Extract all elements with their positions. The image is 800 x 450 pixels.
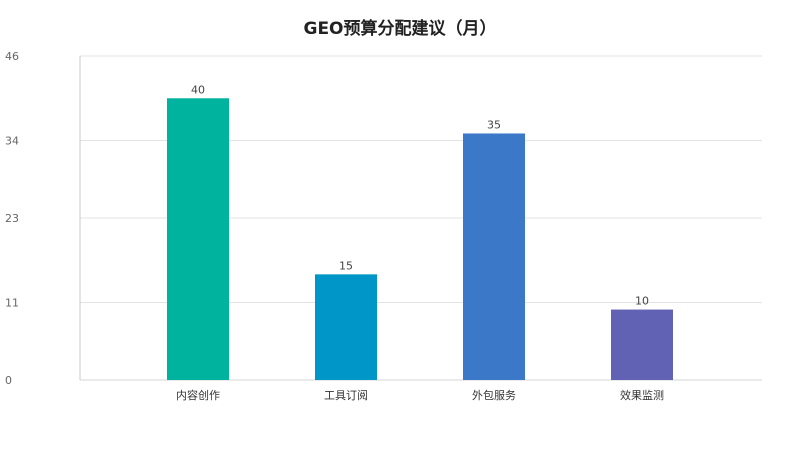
bar <box>315 274 377 380</box>
bar <box>167 98 229 381</box>
data-label: 35 <box>487 118 501 131</box>
x-tick-label: 效果监测 <box>620 388 664 402</box>
bar <box>463 133 525 380</box>
x-tick-label: 内容创作 <box>176 388 220 402</box>
bar <box>611 309 673 380</box>
y-tick-label: 11 <box>5 297 19 310</box>
data-label: 10 <box>635 295 649 308</box>
y-tick-label: 34 <box>5 135 19 148</box>
data-label: 15 <box>339 259 353 272</box>
x-tick-label: 工具订阅 <box>324 389 368 402</box>
data-label: 40 <box>191 83 205 96</box>
x-tick-label: 外包服务 <box>472 389 516 402</box>
y-tick-label: 46 <box>5 50 19 63</box>
y-tick-label: 23 <box>5 212 19 225</box>
y-tick-label: 0 <box>5 374 12 387</box>
chart-title: GEO预算分配建议（月） <box>303 19 497 39</box>
